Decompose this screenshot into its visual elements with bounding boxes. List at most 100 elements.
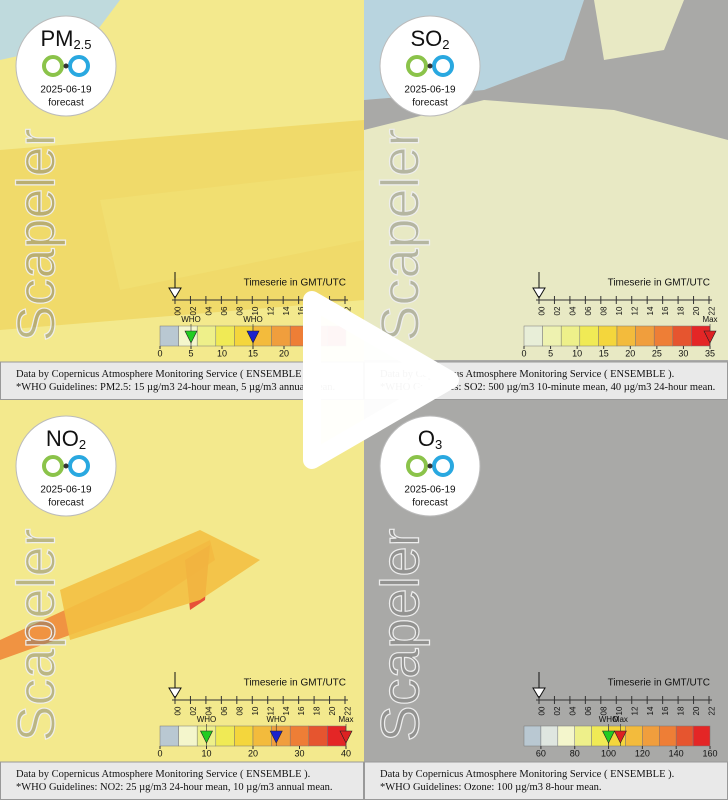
scale-tick-label: 0 xyxy=(521,348,526,358)
scale-tick-label: 100 xyxy=(601,748,616,758)
hour-label: 12 xyxy=(266,706,275,715)
hour-label: 10 xyxy=(251,706,260,715)
scale-tick-label: 0 xyxy=(157,348,162,358)
scale-cell xyxy=(215,325,235,347)
marker-label: WHO xyxy=(181,315,201,324)
title-main: O xyxy=(418,426,435,451)
scale-cell xyxy=(625,725,643,747)
scale-cell xyxy=(271,325,291,347)
marker-label: WHO xyxy=(243,315,263,324)
scale-cell xyxy=(159,325,179,347)
guideline-marker xyxy=(200,730,213,744)
guideline-marker xyxy=(613,730,627,744)
map-region xyxy=(100,170,364,290)
hour-label: 20 xyxy=(692,706,701,715)
footer-box xyxy=(0,761,364,800)
logo-dot xyxy=(427,463,433,469)
marker-label: WHO xyxy=(599,715,619,724)
watermark: Scapeler xyxy=(6,128,66,341)
scale-cell xyxy=(196,325,217,347)
scale-tick-label: 40 xyxy=(341,748,351,758)
hour-label: 08 xyxy=(235,306,244,315)
hour-label: 14 xyxy=(646,706,655,715)
scale-cell xyxy=(574,725,592,747)
hour-label: 16 xyxy=(661,706,670,715)
hour-label: 18 xyxy=(313,706,322,715)
hour-label: 22 xyxy=(708,706,717,715)
hour-label: 00 xyxy=(538,706,547,715)
scale-tick-label: 15 xyxy=(599,348,609,358)
hour-label: 04 xyxy=(569,306,578,315)
play-button[interactable] xyxy=(303,291,459,469)
timeserie-label: Timeserie in GMT/UTC xyxy=(608,678,710,689)
scale-tick-label: 120 xyxy=(635,748,650,758)
scale-tick-label: 30 xyxy=(678,348,688,358)
timeserie-label: Timeserie in GMT/UTC xyxy=(244,278,346,289)
scale-cell xyxy=(289,725,310,747)
hour-label: 18 xyxy=(677,706,686,715)
forecast-status: forecast xyxy=(412,498,448,509)
scale-cell xyxy=(659,725,677,747)
logo-ring xyxy=(68,455,90,477)
time-pointer-head xyxy=(168,287,182,299)
marker-label: Max xyxy=(702,315,717,324)
hour-label: 18 xyxy=(677,306,686,315)
logo-ring xyxy=(68,55,90,77)
footer-text: *WHO Guidelines: PM2.5: 15 µg/m3 24-hour… xyxy=(16,382,335,393)
time-pointer-head xyxy=(532,687,546,699)
hour-label: 12 xyxy=(630,306,639,315)
hour-label: 00 xyxy=(538,306,547,315)
forecast-date: 2025-06-19 xyxy=(404,485,456,496)
logo-dot xyxy=(63,63,69,69)
footer-text: Data by Copernicus Atmosphere Monitoring… xyxy=(16,769,310,780)
hour-label: 22 xyxy=(344,706,353,715)
timeserie-label: Timeserie in GMT/UTC xyxy=(608,278,710,289)
logo-ring xyxy=(42,55,64,77)
hour-label: 10 xyxy=(251,306,260,315)
map-panel: Scapeler SO2 2025-06-19 forecast Timeserie i… xyxy=(364,0,728,400)
logo-ring xyxy=(406,55,428,77)
hour-label: 10 xyxy=(615,706,624,715)
hour-label: 06 xyxy=(584,706,593,715)
scale-cell xyxy=(675,725,694,747)
footer-text: Data by Copernicus Atmosphere Monitoring… xyxy=(380,369,674,380)
map: Scapeler NO2 2025-06-19 forecast Timeserie i… xyxy=(0,400,364,800)
marker-label: Max xyxy=(613,715,628,724)
scale-tick-label: 25 xyxy=(652,348,662,358)
logo-ring xyxy=(432,55,454,77)
hour-label: 04 xyxy=(569,706,578,715)
scale-cell xyxy=(234,725,254,747)
hour-label: 14 xyxy=(282,706,291,715)
scale-cell xyxy=(672,325,692,347)
scale-tick-label: 20 xyxy=(279,348,289,358)
watermark: Scapeler xyxy=(6,528,66,741)
hour-label: 14 xyxy=(646,306,655,315)
title-sub: 2.5 xyxy=(73,37,91,52)
scale-tick-label: 20 xyxy=(248,748,258,758)
watermark: Scapeler xyxy=(370,128,430,341)
pollutant-title: O3 xyxy=(418,426,442,453)
pollutant-title: NO2 xyxy=(46,426,86,453)
hour-label: 00 xyxy=(174,306,183,315)
map-region xyxy=(60,530,260,640)
scale-cell xyxy=(523,325,543,347)
title-main: PM xyxy=(40,26,73,51)
scale-tick-label: 80 xyxy=(570,748,580,758)
footer-text: Data by Copernicus Atmosphere Monitoring… xyxy=(380,769,674,780)
scale-tick-label: 5 xyxy=(188,348,193,358)
marker-label: WHO xyxy=(197,715,217,724)
watermark: Scapeler xyxy=(370,528,430,741)
scale-tick-label: 15 xyxy=(248,348,258,358)
logo-dot xyxy=(427,63,433,69)
hour-label: 02 xyxy=(189,306,198,315)
scale-cell xyxy=(523,725,542,747)
hour-label: 20 xyxy=(328,706,337,715)
map: Scapeler SO2 2025-06-19 forecast Timeserie i… xyxy=(364,0,728,400)
logo-dot xyxy=(63,463,69,469)
forecast-date: 2025-06-19 xyxy=(404,85,456,96)
scale-tick-label: 10 xyxy=(201,748,211,758)
guideline-marker xyxy=(184,330,198,344)
guideline-marker xyxy=(703,330,717,344)
hour-label: 08 xyxy=(235,706,244,715)
